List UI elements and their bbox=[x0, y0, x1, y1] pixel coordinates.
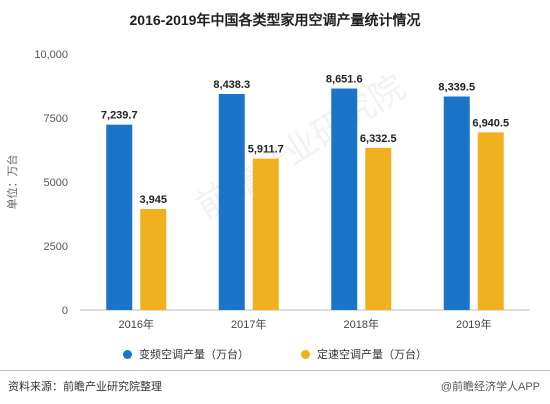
data-label: 5,911.7 bbox=[248, 144, 284, 156]
legend: 变频空调产量（万台） 定速空调产量（万台） bbox=[0, 346, 550, 362]
legend-label: 定速空调产量（万台） bbox=[317, 349, 427, 361]
bar-inverter bbox=[331, 88, 358, 310]
data-label: 7,239.7 bbox=[101, 110, 138, 122]
y-tick-label: 2500 bbox=[44, 241, 68, 253]
footer-divider bbox=[0, 370, 550, 371]
y-tick-label: 5000 bbox=[44, 177, 68, 189]
bar-inverter bbox=[218, 93, 245, 310]
x-tick-label: 2018年 bbox=[344, 317, 379, 331]
y-tick-label: 10,000 bbox=[34, 49, 68, 61]
bar-fixed-speed bbox=[252, 158, 279, 310]
y-axis-label: 单位：万台 bbox=[5, 155, 19, 210]
data-label: 6,332.5 bbox=[360, 133, 397, 145]
credit-note: @前瞻经济学人APP bbox=[440, 381, 540, 393]
legend-item: 变频空调产量（万台） bbox=[123, 346, 249, 362]
chart-title: 2016-2019年中国各类型家用空调产量统计情况 bbox=[129, 12, 421, 28]
bar-inverter bbox=[443, 96, 470, 311]
data-label: 8,339.5 bbox=[438, 82, 475, 94]
data-label: 8,651.6 bbox=[326, 74, 363, 86]
y-tick-label: 7500 bbox=[44, 113, 68, 125]
data-label: 6,940.5 bbox=[472, 117, 509, 129]
legend-swatch bbox=[301, 350, 310, 359]
bar-fixed-speed bbox=[477, 132, 504, 310]
bar-fixed-speed bbox=[140, 209, 167, 310]
legend-item: 定速空调产量（万台） bbox=[301, 346, 427, 362]
x-tick-label: 2017年 bbox=[231, 317, 266, 331]
data-label: 3,945 bbox=[139, 194, 167, 206]
data-label: 8,438.3 bbox=[213, 79, 250, 91]
legend-swatch bbox=[123, 350, 132, 359]
bar-inverter bbox=[106, 124, 133, 310]
x-tick-label: 2016年 bbox=[119, 317, 154, 331]
legend-label: 变频空调产量（万台） bbox=[139, 349, 249, 361]
bar-fixed-speed bbox=[365, 147, 392, 310]
source-note: 资料来源：前瞻产业研究院整理 bbox=[8, 381, 162, 393]
y-tick-label: 0 bbox=[62, 305, 68, 317]
x-tick-label: 2019年 bbox=[456, 317, 491, 331]
